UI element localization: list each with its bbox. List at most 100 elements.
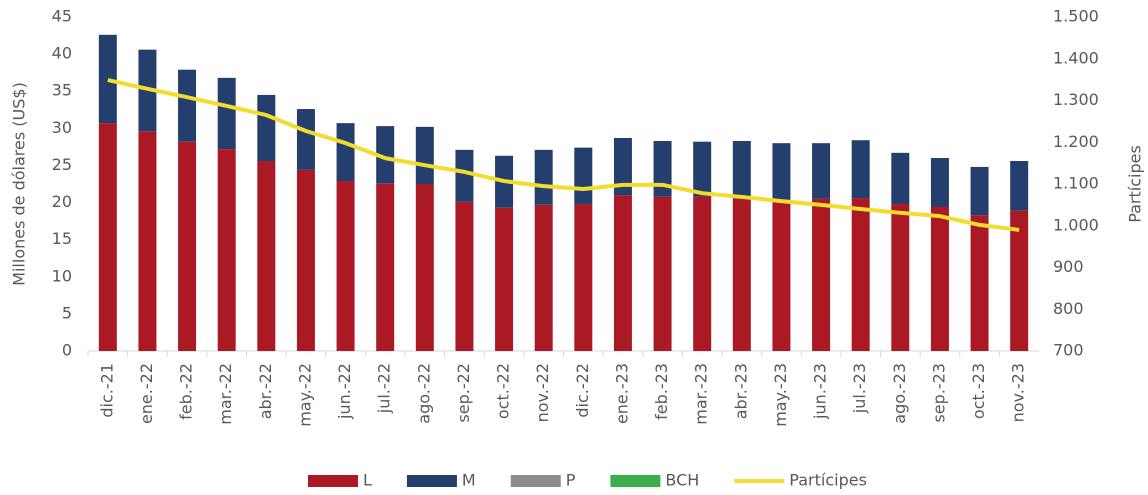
bar-segment xyxy=(455,201,474,351)
bar-segment xyxy=(970,215,989,351)
x-tick-label: may.-23 xyxy=(771,363,790,427)
legend-swatch xyxy=(610,475,661,487)
x-tick-label: jul.-23 xyxy=(850,363,869,414)
x-tick-label: may.-22 xyxy=(295,363,314,427)
y2ticks-label: 1.100 xyxy=(1053,174,1099,193)
bar-segment xyxy=(138,131,157,351)
bar-segment xyxy=(376,126,395,184)
x-tick-label: jun.-22 xyxy=(335,363,354,420)
bar-segment xyxy=(812,143,831,199)
y2ticks-label: 1.200 xyxy=(1053,132,1099,151)
bar-segment xyxy=(772,199,791,351)
bar-segment xyxy=(98,123,117,351)
x-tick-label: nov.-23 xyxy=(1009,363,1028,422)
x-tick-label: sep.-22 xyxy=(454,363,473,423)
legend-label: M xyxy=(462,471,476,490)
yticks-label: 20 xyxy=(52,192,72,211)
bar-segment xyxy=(613,137,632,196)
yticks-label: 40 xyxy=(52,44,72,63)
bar-segment xyxy=(534,149,553,205)
x-tick-label: mar.-22 xyxy=(216,363,235,425)
bar-segment xyxy=(178,69,197,142)
x-tick-label: mar.-23 xyxy=(692,363,711,425)
legend-swatch xyxy=(510,475,561,487)
bar-segment xyxy=(970,166,989,216)
legend-label: P xyxy=(566,471,576,490)
x-tick-label: sep.-23 xyxy=(929,363,948,423)
legend-label: BCH xyxy=(665,471,699,490)
bar-segment xyxy=(495,207,514,351)
x-tick-label: ene.-22 xyxy=(137,363,156,424)
y2ticks-label: 1.300 xyxy=(1053,90,1099,109)
yticks-label: 30 xyxy=(52,118,72,137)
bar-segment xyxy=(296,169,315,351)
bar-segment xyxy=(891,152,910,205)
y2ticks-label: 1.000 xyxy=(1053,215,1099,234)
x-tick-label: dic.-22 xyxy=(573,363,592,418)
bar-segment xyxy=(217,149,236,351)
y2ticks-label: 1.400 xyxy=(1053,48,1099,67)
bar-segment xyxy=(613,195,632,351)
y2-axis-title: Partícipes xyxy=(1126,145,1145,223)
y2ticks-label: 1.500 xyxy=(1053,7,1099,26)
bar-segment xyxy=(415,184,434,351)
yticks-label: 15 xyxy=(52,229,72,248)
yticks-label: 25 xyxy=(52,155,72,174)
bar-segment xyxy=(336,181,355,351)
bar-segment xyxy=(653,140,672,197)
yticks-label: 0 xyxy=(62,341,72,360)
x-tick-label: nov.-22 xyxy=(533,363,552,422)
bar-segment xyxy=(812,198,831,351)
bar-segment xyxy=(257,160,276,351)
bar-segment xyxy=(217,77,236,150)
bar-segment xyxy=(296,109,315,170)
x-tick-label: feb.-22 xyxy=(177,363,196,420)
bar-segment xyxy=(693,196,712,351)
legend-label: L xyxy=(363,471,372,490)
bar-segment xyxy=(178,141,197,351)
legend-swatch xyxy=(406,475,457,487)
yticks-label: 10 xyxy=(52,266,72,285)
bar-segment xyxy=(574,204,593,351)
bar-segment xyxy=(257,94,276,161)
x-tick-label: ene.-23 xyxy=(612,363,631,424)
bar-segment xyxy=(930,207,949,351)
x-tick-label: jul.-22 xyxy=(375,363,394,414)
bar-segment xyxy=(891,204,910,351)
bar-segment xyxy=(574,147,593,205)
y2ticks-label: 800 xyxy=(1053,299,1084,318)
bar-segment xyxy=(732,140,751,199)
bar-segment xyxy=(732,198,751,351)
bar-segment xyxy=(376,183,395,351)
x-tick-label: jun.-23 xyxy=(811,363,830,420)
x-tick-label: oct.-23 xyxy=(969,363,988,419)
x-tick-label: oct.-22 xyxy=(494,363,513,419)
bar-segment xyxy=(336,123,355,182)
legend-label: Partícipes xyxy=(789,471,867,490)
yticks-label: 5 xyxy=(62,303,72,322)
bar-segment xyxy=(653,196,672,351)
bar-segment xyxy=(930,158,949,208)
yticks-label: 35 xyxy=(52,81,72,100)
x-tick-label: dic.-21 xyxy=(97,363,116,418)
y-axis-title: Millones de dólares (US$) xyxy=(10,82,29,286)
bar-segment xyxy=(693,141,712,197)
bar-segment xyxy=(772,143,791,200)
bar-segment xyxy=(455,149,474,202)
yticks-label: 45 xyxy=(52,7,72,26)
bar-segment xyxy=(851,198,870,351)
bar-segment xyxy=(1010,210,1029,351)
bar-segment xyxy=(415,126,434,184)
x-tick-label: abr.-23 xyxy=(731,363,750,419)
y2ticks-label: 900 xyxy=(1053,257,1084,276)
x-tick-label: abr.-22 xyxy=(256,363,275,419)
bar-segment xyxy=(98,34,117,124)
bar-segment xyxy=(534,204,553,351)
bar-segment xyxy=(1010,160,1029,211)
x-tick-label: ago.-23 xyxy=(890,363,909,424)
legend-swatch xyxy=(308,475,358,487)
y2ticks-label: 700 xyxy=(1053,341,1084,360)
x-tick-label: feb.-23 xyxy=(652,363,671,420)
x-tick-label: ago.-22 xyxy=(414,363,433,424)
